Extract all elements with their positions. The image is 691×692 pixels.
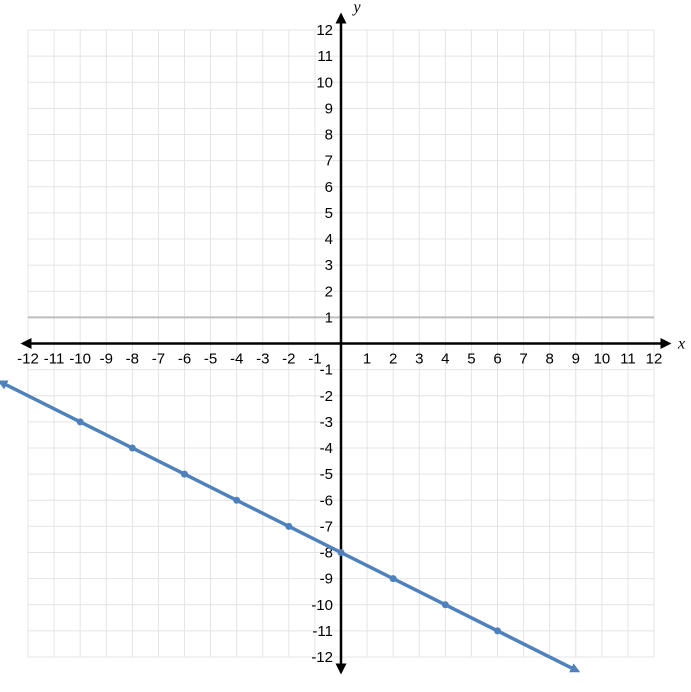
svg-text:9: 9 [325,100,333,117]
svg-text:7: 7 [519,351,527,368]
svg-text:-9: -9 [100,351,113,368]
svg-text:12: 12 [316,22,333,39]
svg-text:-4: -4 [320,440,333,457]
svg-text:-11: -11 [312,623,333,640]
data-point [129,445,136,452]
svg-text:3: 3 [325,257,333,274]
svg-text:8: 8 [545,351,553,368]
svg-text:-10: -10 [311,597,333,614]
svg-text:6: 6 [325,179,333,196]
chart-svg: -12-11-10-9-8-7-6-5-4-3-2-11234567891011… [0,0,691,692]
svg-text:-3: -3 [320,414,333,431]
svg-text:-4: -4 [230,351,243,368]
svg-text:-6: -6 [178,351,191,368]
svg-text:11: 11 [317,48,333,65]
data-point [233,497,240,504]
svg-text:6: 6 [493,351,501,368]
svg-text:-2: -2 [320,388,333,405]
svg-text:-11: -11 [44,351,65,368]
coordinate-chart: -12-11-10-9-8-7-6-5-4-3-2-11234567891011… [0,0,691,692]
svg-text:10: 10 [593,351,610,368]
svg-text:-8: -8 [126,351,139,368]
svg-text:1: 1 [325,309,333,326]
y-axis-label: y [351,0,361,16]
svg-text:-7: -7 [152,351,165,368]
data-point [181,471,188,478]
svg-text:12: 12 [646,351,663,368]
data-point [77,418,84,425]
svg-text:5: 5 [325,205,333,222]
data-point [338,549,345,556]
svg-text:-5: -5 [204,351,217,368]
svg-text:3: 3 [415,351,423,368]
svg-text:-12: -12 [311,649,333,666]
svg-text:10: 10 [316,74,333,91]
svg-text:-7: -7 [320,518,333,535]
svg-text:-2: -2 [282,351,295,368]
svg-text:2: 2 [389,351,397,368]
data-point [390,575,397,582]
svg-text:4: 4 [441,351,449,368]
svg-text:-6: -6 [320,492,333,509]
svg-text:5: 5 [467,351,475,368]
svg-text:2: 2 [325,283,333,300]
svg-text:1: 1 [363,351,371,368]
svg-text:-5: -5 [320,466,333,483]
svg-text:4: 4 [325,231,333,248]
svg-text:11: 11 [620,351,636,368]
data-point [494,627,501,634]
svg-text:-12: -12 [17,351,39,368]
svg-text:-9: -9 [320,571,333,588]
data-point [442,601,449,608]
svg-text:8: 8 [325,127,333,144]
svg-text:-10: -10 [69,351,91,368]
x-axis-label: x [677,336,685,353]
svg-text:-1: -1 [320,362,333,379]
svg-text:-3: -3 [256,351,269,368]
data-point [285,523,292,530]
svg-text:9: 9 [572,351,580,368]
svg-text:7: 7 [325,153,333,170]
